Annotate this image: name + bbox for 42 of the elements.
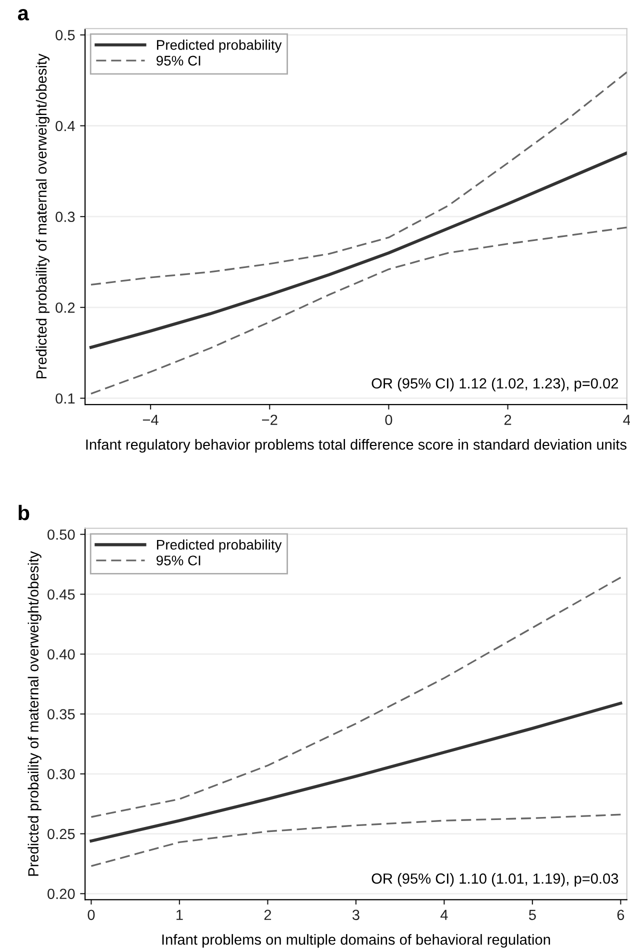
x-axis-title: Infant problems on multiple domains of behavioral regulation xyxy=(162,934,550,948)
x-tick-label: 2 xyxy=(504,414,512,425)
y-tick-label: 0.35 xyxy=(48,709,75,720)
line-series xyxy=(90,576,622,818)
x-tick-label: −2 xyxy=(262,414,278,425)
x-tick-label: 1 xyxy=(176,910,183,920)
line-series xyxy=(89,151,627,349)
y-tick-label: 0.3 xyxy=(56,212,75,222)
x-tick-label: 5 xyxy=(528,910,536,920)
y-tick-label: 0.45 xyxy=(48,589,75,600)
chart-title: b xyxy=(18,504,30,520)
legend-label: 95% CI xyxy=(156,556,200,566)
y-tick-label: 0.1 xyxy=(56,393,75,404)
y-tick-label: 0.5 xyxy=(56,30,75,40)
x-tick-label: 4 xyxy=(623,414,630,425)
legend-label: 95% CI xyxy=(156,56,200,66)
chart-title: a xyxy=(18,9,30,20)
line-series xyxy=(90,702,622,842)
x-tick-label: 0 xyxy=(88,910,95,920)
x-axis-title: Infant regulatory behavior problems total difference score in standard deviation units xyxy=(86,439,626,453)
legend-label: Predicted probability xyxy=(157,539,282,552)
x-tick-label: 4 xyxy=(440,910,448,920)
annotation: OR (95% CI) 1.10 (1.01, 1.19), p=0.03 xyxy=(372,873,618,887)
x-tick-label: 0 xyxy=(385,414,392,426)
x-tick-label: 6 xyxy=(617,910,624,920)
y-axis-title: Predicted probaility of maternal overweight/obesity xyxy=(36,54,50,378)
x-tick-label: 2 xyxy=(264,910,272,920)
y-tick-label: 0.50 xyxy=(48,529,75,540)
y-tick-label: 0.4 xyxy=(56,120,75,132)
x-tick-label: 3 xyxy=(352,910,360,920)
legend-label: Predicted probability xyxy=(157,40,282,53)
line-series xyxy=(90,814,622,867)
line-series xyxy=(90,71,627,286)
line-series xyxy=(90,226,627,395)
y-tick-label: 0.20 xyxy=(48,888,75,900)
y-tick-label: 0.40 xyxy=(48,649,75,660)
y-tick-label: 0.30 xyxy=(48,768,75,780)
x-tick-label: −4 xyxy=(142,414,158,425)
annotation: OR (95% CI) 1.12 (1.02, 1.23), p=0.02 xyxy=(372,378,618,392)
y-tick-label: 0.25 xyxy=(48,828,75,840)
y-axis-title: Predicted probaility of maternal overweight/obesity xyxy=(28,551,42,876)
y-tick-label: 0.2 xyxy=(56,302,75,313)
